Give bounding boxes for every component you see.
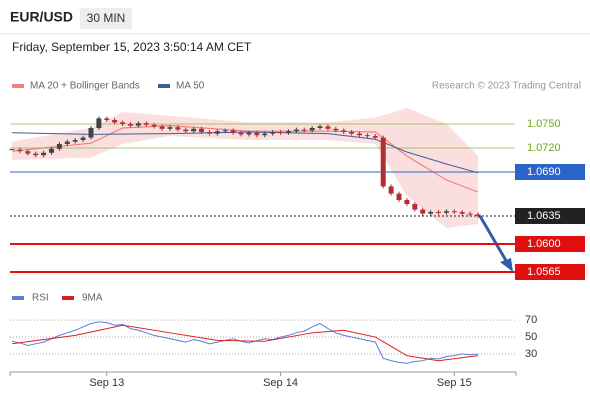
candle — [206, 132, 212, 134]
level-label: 1.0690 — [527, 166, 561, 178]
candle — [451, 211, 457, 213]
level-label-box — [515, 236, 585, 252]
source: Research © 2023 Trading Central — [432, 81, 581, 92]
candle — [293, 129, 299, 132]
forecast-arrow — [478, 215, 510, 265]
candle — [56, 144, 62, 149]
level-label-box — [515, 164, 585, 180]
candle — [278, 132, 284, 133]
candle — [120, 122, 126, 124]
level-label: 1.0720 — [527, 142, 561, 154]
level-label: 1.0600 — [527, 238, 561, 250]
level-label-box — [515, 208, 585, 224]
candle — [64, 141, 70, 144]
ma50-line — [11, 131, 479, 174]
candle — [428, 212, 434, 214]
rsi-tick-label: 30 — [525, 348, 537, 360]
legend-swatch — [12, 84, 24, 88]
forecast-arrowhead — [500, 258, 513, 272]
candle — [443, 211, 449, 213]
candle — [88, 128, 94, 138]
legend-label: 9MA — [82, 293, 103, 304]
level-label: 1.0635 — [527, 210, 561, 222]
timeframe-badge — [80, 8, 132, 29]
legend-label: MA 20 + Bollinger Bands — [30, 81, 140, 92]
candle — [262, 133, 268, 136]
candle — [459, 212, 465, 214]
rsi-ma-line — [11, 324, 479, 362]
candle — [420, 209, 426, 214]
candle — [33, 153, 39, 156]
candle — [364, 135, 370, 137]
timeframe: 30 MIN — [87, 11, 126, 25]
candle — [230, 130, 236, 133]
candle — [151, 124, 157, 127]
candle — [214, 131, 220, 134]
candle — [175, 127, 181, 130]
candle — [104, 118, 110, 120]
candle — [159, 126, 165, 129]
legend-swatch — [62, 296, 74, 300]
candle — [191, 128, 197, 132]
candle — [325, 126, 331, 129]
legend-label: MA 50 — [176, 81, 205, 92]
rsi-line — [11, 321, 479, 364]
candle — [404, 200, 410, 204]
candle — [96, 118, 102, 128]
legend-swatch — [12, 296, 24, 300]
subtitle: Friday, September 15, 2023 3:50:14 AM CE… — [12, 40, 252, 54]
candle — [285, 131, 291, 133]
candle — [199, 128, 205, 132]
candle — [301, 129, 307, 131]
candle — [246, 132, 252, 135]
candle — [270, 132, 276, 134]
candle — [357, 133, 363, 136]
candle — [396, 193, 402, 200]
candle — [388, 186, 394, 194]
candle — [317, 126, 323, 128]
candle — [72, 140, 78, 142]
candle — [436, 212, 442, 213]
candle — [467, 213, 473, 215]
x-tick-label: Sep 14 — [263, 377, 298, 389]
candle — [380, 137, 386, 187]
candle — [333, 128, 339, 131]
candle — [412, 204, 418, 210]
legend-swatch — [158, 84, 170, 88]
candle — [127, 124, 133, 126]
rsi-tick-label: 70 — [525, 314, 537, 326]
candle — [341, 130, 347, 132]
level-label: 1.0565 — [527, 266, 561, 278]
candle — [167, 127, 173, 129]
legend-label: RSI — [32, 293, 49, 304]
rsi-tick-label: 50 — [525, 331, 537, 343]
x-tick-label: Sep 15 — [437, 377, 472, 389]
candle — [135, 123, 141, 126]
candle — [41, 152, 47, 156]
chart-title: EUR/USD — [10, 9, 73, 25]
candle — [17, 149, 23, 152]
candle — [112, 120, 118, 123]
candle — [25, 151, 31, 154]
x-tick-label: Sep 13 — [89, 377, 124, 389]
candle — [254, 132, 260, 136]
level-label: 1.0750 — [527, 118, 561, 130]
level-label-box — [515, 264, 585, 280]
candle — [222, 130, 228, 132]
candle — [475, 214, 481, 216]
candle — [309, 128, 315, 131]
candle — [372, 136, 378, 138]
candle — [143, 123, 149, 125]
candle — [238, 132, 244, 135]
candle — [80, 137, 86, 140]
candle — [183, 129, 189, 132]
candle — [349, 132, 355, 134]
candle — [48, 148, 54, 153]
